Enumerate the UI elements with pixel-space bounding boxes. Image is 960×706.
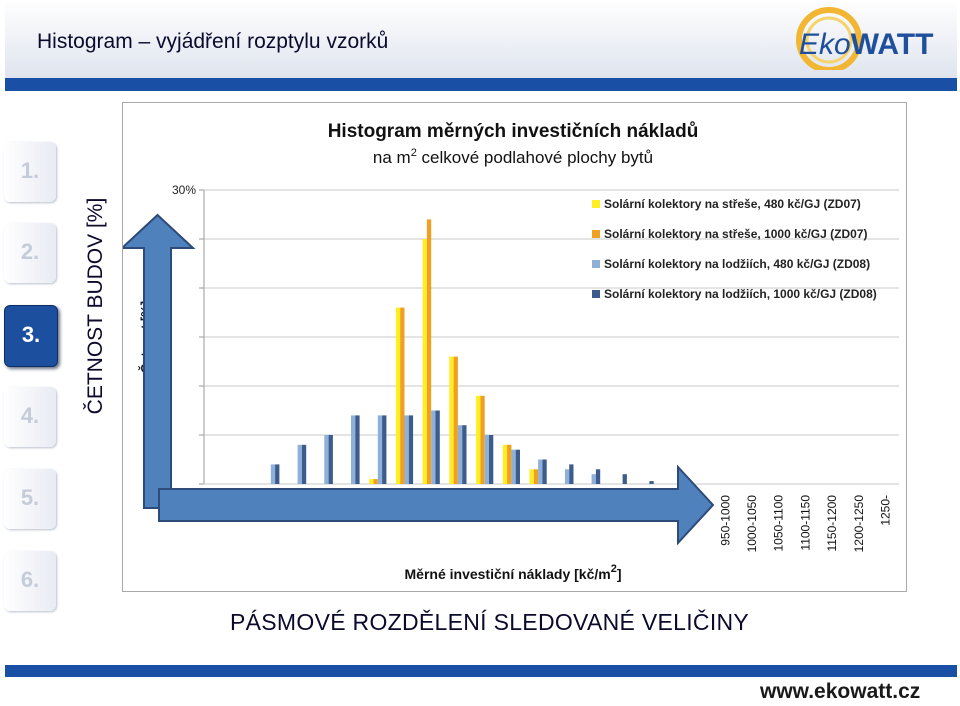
nav-item-5[interactable]: 5. (4, 469, 56, 529)
bar-200-250-s4 (328, 435, 333, 484)
nav-item-3[interactable]: 3. (4, 305, 58, 367)
header-bar: Histogram – vyjádření rozptylu vzorků Ek… (5, 0, 957, 78)
bar-300-350-s2 (373, 479, 378, 484)
bar-600-650-s3 (538, 459, 543, 484)
bar-650-700-s4 (569, 464, 574, 484)
legend-swatch (592, 290, 600, 298)
footer-url[interactable]: www.ekowatt.cz (760, 680, 921, 703)
bar-600-650-s2 (533, 469, 539, 484)
up-arrow-icon (123, 213, 196, 509)
page-title: Histogram – vyjádření rozptylu vzorků (37, 30, 389, 53)
bar-250-300-s3 (351, 415, 356, 484)
legend-entry: Solární kolektory na střeše, 480 kč/GJ (… (604, 197, 861, 211)
legend-entry: Solární kolektory na střeše, 1000 kč/GJ … (604, 227, 867, 241)
legend-swatch (592, 200, 600, 208)
bar-400-450-s3 (431, 410, 436, 484)
bar-300-350-s1 (369, 479, 374, 484)
bar-350-400-s2 (400, 307, 405, 484)
nav-item-6[interactable]: 6. (4, 551, 56, 611)
bar-350-400-s1 (395, 307, 401, 484)
y-tick-label: 30% (172, 183, 196, 197)
nav-item-4[interactable]: 4. (4, 387, 56, 447)
bar-350-400-s4 (408, 415, 414, 484)
nav-item-label: 1. (20, 158, 40, 183)
bar-100-150-s3 (270, 464, 276, 484)
bar-400-450-s1 (422, 239, 427, 484)
bar-450-500-s1 (449, 356, 454, 484)
nav-item-label: 4. (20, 403, 40, 428)
bar-250-300-s4 (355, 415, 360, 484)
bar-750-800-s4 (622, 474, 627, 484)
bar-150-200-s4 (301, 444, 307, 484)
nav-item-label: 3. (21, 322, 41, 347)
chart-subtitle: na m2 celkové podlahové plochy bytů (373, 147, 653, 167)
bar-700-750-s4 (595, 469, 601, 484)
bar-550-600-s3 (511, 449, 516, 484)
bottom-band (5, 665, 957, 677)
nav-item-2[interactable]: 2. (4, 223, 56, 283)
bar-450-500-s2 (453, 356, 458, 484)
bar-800-850-s4 (649, 481, 654, 484)
bar-400-450-s4 (435, 410, 440, 484)
nav-item-label: 2. (20, 239, 40, 264)
bar-600-650-s1 (529, 469, 534, 484)
legend-entry: Solární kolektory na lodžiích, 1000 kč/G… (604, 287, 877, 301)
bar-550-600-s2 (507, 444, 512, 484)
x-tick-label: 950-1000 (718, 495, 732, 546)
bar-450-500-s3 (457, 425, 463, 484)
histogram-chart: Histogram měrných investičních nákladů na… (123, 121, 899, 582)
x-tick-label: 1050-1100 (772, 495, 786, 552)
side-label: ČETNOST BUDOV [%] (84, 197, 107, 415)
bar-500-550-s2 (480, 395, 485, 484)
bar-350-400-s3 (404, 415, 409, 484)
x-tick-label: 1150-1200 (825, 495, 839, 552)
bar-200-250-s3 (324, 435, 329, 484)
bar-400-450-s2 (426, 219, 432, 484)
bar-600-650-s4 (542, 459, 547, 484)
top-band (5, 78, 957, 91)
logo-wordmark: EkoWATT (799, 28, 934, 61)
bar-700-750-s3 (591, 474, 596, 484)
legend-entry: Solární kolektory na lodžiích, 480 kč/GJ… (604, 257, 870, 271)
x-tick-label: 1200-1250 (852, 495, 866, 553)
chart-frame: Histogram měrných investičních nákladů na… (122, 102, 907, 592)
legend-swatch (592, 260, 600, 268)
ekowatt-logo: EkoWATT (789, 6, 957, 73)
x-tick-label: 1100-1150 (798, 495, 812, 551)
bar-300-350-s3 (377, 415, 383, 484)
bar-550-600-s1 (502, 444, 508, 484)
right-arrow-icon (158, 464, 715, 546)
nav-item-1[interactable]: 1. (4, 142, 56, 202)
x-tick-label: 1250- (879, 495, 893, 526)
bar-650-700-s3 (564, 469, 570, 484)
bar-550-600-s4 (515, 449, 520, 484)
x-axis-label: Měrné investiční náklady [kč/m2] (405, 563, 622, 582)
bar-500-550-s4 (489, 435, 494, 484)
caption: PÁSMOVÉ ROZDĚLENÍ SLEDOVANÉ VELIČINY (230, 609, 750, 635)
bar-500-550-s3 (484, 435, 489, 484)
x-tick-label: 1000-1050 (745, 495, 759, 553)
bar-300-350-s4 (382, 415, 387, 484)
bar-150-200-s3 (297, 444, 302, 484)
bar-100-150-s4 (275, 464, 280, 484)
bar-450-500-s4 (462, 425, 467, 484)
chart-title: Histogram měrných investičních nákladů (328, 121, 699, 142)
legend-swatch (592, 230, 600, 238)
nav-item-label: 5. (20, 485, 40, 510)
bar-500-550-s1 (476, 395, 481, 484)
nav-item-label: 6. (20, 567, 40, 592)
